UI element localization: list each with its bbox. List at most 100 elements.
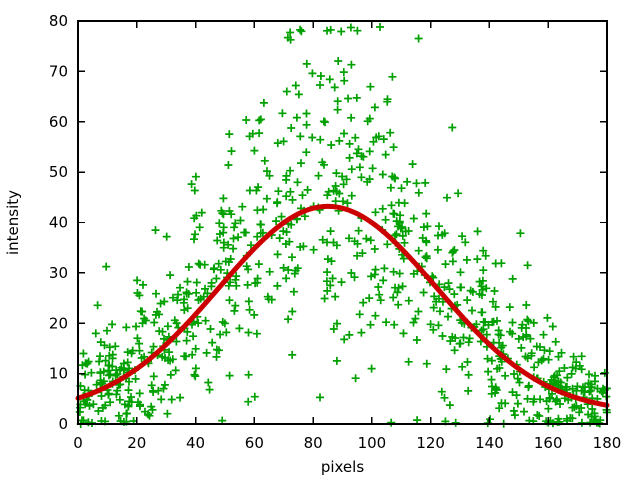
data-point (151, 310, 160, 319)
data-point (191, 230, 199, 239)
data-point (451, 418, 460, 427)
data-point (277, 212, 286, 221)
data-point (399, 254, 408, 263)
data-point (422, 236, 430, 245)
data-point (287, 124, 296, 132)
data-point (127, 398, 136, 407)
data-point (231, 219, 240, 228)
y-tick-label: 0 (58, 415, 68, 433)
data-point (309, 245, 318, 254)
data-point (368, 164, 377, 173)
data-point (192, 211, 201, 220)
data-point (350, 237, 359, 246)
data-point (357, 328, 366, 337)
data-point (256, 115, 265, 124)
data-point (463, 296, 472, 305)
data-point (337, 27, 346, 36)
data-point (544, 355, 553, 364)
data-point (527, 349, 536, 358)
data-point (551, 397, 560, 406)
data-point (487, 375, 496, 384)
data-point (353, 251, 362, 260)
data-point (333, 319, 341, 328)
data-point (78, 361, 87, 370)
data-point (534, 358, 543, 367)
data-point (340, 76, 349, 85)
data-point (383, 97, 392, 106)
data-point (208, 338, 217, 347)
data-point (227, 210, 236, 219)
data-point (94, 407, 103, 415)
data-point (207, 282, 216, 291)
x-tick-label: 180 (593, 434, 622, 452)
data-point (285, 237, 294, 246)
data-point (482, 330, 491, 339)
data-point (376, 23, 384, 31)
data-point (346, 23, 355, 32)
data-point (331, 197, 340, 206)
data-point (234, 233, 243, 242)
data-point (166, 271, 175, 280)
data-point (532, 342, 541, 351)
data-point (329, 325, 338, 333)
data-point (182, 336, 191, 345)
data-point (422, 209, 431, 218)
x-tick-label: 20 (127, 434, 146, 452)
data-point (542, 397, 551, 406)
data-point (347, 60, 356, 69)
data-point (242, 262, 251, 271)
data-point (409, 214, 418, 223)
data-point (523, 261, 532, 270)
data-point (201, 316, 210, 325)
data-point (241, 228, 250, 237)
data-point (389, 267, 398, 276)
data-point (253, 206, 262, 215)
data-point (103, 326, 111, 335)
data-point (331, 182, 340, 190)
data-point (505, 303, 514, 312)
data-point (204, 378, 213, 387)
data-point (154, 386, 163, 395)
data-point (136, 402, 144, 411)
data-point (286, 35, 295, 44)
data-point (184, 263, 193, 271)
data-point (236, 216, 245, 225)
data-point (219, 194, 228, 203)
data-point (522, 301, 531, 309)
data-point (144, 410, 152, 419)
data-point (450, 290, 459, 299)
data-point (288, 350, 297, 359)
y-axis-title: intensity (4, 190, 22, 255)
data-point (461, 238, 470, 247)
data-point (394, 283, 403, 292)
data-point (508, 274, 517, 283)
y-tick-label: 10 (49, 365, 68, 383)
data-point (182, 289, 191, 298)
data-point (354, 145, 363, 154)
data-point (568, 403, 577, 412)
data-point (183, 277, 192, 286)
data-point (123, 358, 132, 367)
data-point (235, 324, 244, 333)
data-point (367, 364, 376, 373)
data-point (374, 132, 383, 141)
data-point (273, 281, 282, 290)
data-point (250, 310, 259, 319)
data-point (79, 349, 88, 358)
data-point (392, 230, 401, 239)
data-point (158, 352, 167, 361)
data-point (230, 223, 239, 232)
data-point (352, 93, 361, 102)
data-point (212, 345, 221, 354)
data-point (328, 274, 337, 283)
data-point (169, 293, 177, 302)
data-point (288, 195, 297, 204)
y-tick-label: 80 (49, 12, 68, 30)
data-point (122, 409, 131, 418)
data-point (157, 395, 166, 404)
data-point (512, 391, 521, 400)
data-point (463, 358, 472, 366)
data-point (105, 361, 114, 370)
data-point (188, 350, 197, 359)
data-point (316, 393, 324, 402)
